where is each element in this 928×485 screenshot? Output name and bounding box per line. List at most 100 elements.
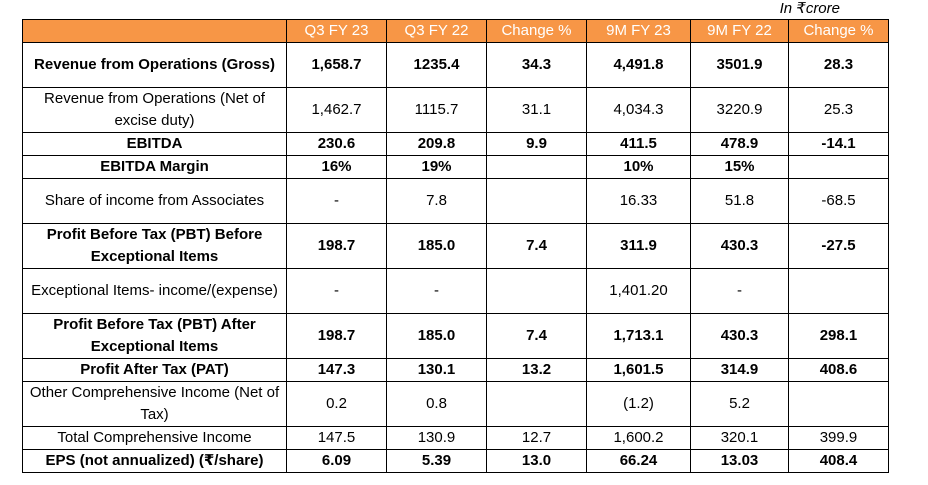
table-cell: 408.6 [788, 358, 889, 382]
row-label: Profit Before Tax (PBT) After Exceptiona… [22, 313, 287, 359]
table-cell: 3501.9 [690, 42, 789, 88]
table-cell: 185.0 [386, 223, 487, 269]
table-cell: 209.8 [386, 132, 487, 156]
table-row: Total Comprehensive Income 147.5 130.9 1… [22, 426, 889, 450]
row-label: EPS (not annualized) (₹/share) [22, 449, 287, 473]
header-row: Q3 FY 23 Q3 FY 22 Change % 9M FY 23 9M F… [22, 19, 889, 43]
row-label: EBITDA Margin [22, 155, 287, 179]
table-cell: 130.1 [386, 358, 487, 382]
header-cell-change-9m: Change % [788, 19, 889, 43]
table-cell [788, 155, 889, 179]
row-label: Revenue from Operations (Gross) [22, 42, 287, 88]
row-label: Share of income from Associates [22, 178, 287, 224]
table-cell: 16.33 [586, 178, 691, 224]
table-cell [788, 268, 889, 314]
table-cell: 311.9 [586, 223, 691, 269]
header-cell-9m-fy22: 9M FY 22 [690, 19, 789, 43]
table-cell: 147.5 [286, 426, 387, 450]
table-row: Revenue from Operations (Gross) 1,658.7 … [22, 42, 889, 88]
table-cell: 1,600.2 [586, 426, 691, 450]
table-cell: 4,491.8 [586, 42, 691, 88]
table-row: Revenue from Operations (Net of excise d… [22, 87, 889, 133]
table-row: EBITDA 230.6 209.8 9.9 411.5 478.9 -14.1 [22, 132, 889, 156]
table-cell: 13.03 [690, 449, 789, 473]
table-cell: 314.9 [690, 358, 789, 382]
table-cell: 6.09 [286, 449, 387, 473]
table-cell: 51.8 [690, 178, 789, 224]
unit-note: In ₹crore [779, 0, 840, 17]
table-cell: - [286, 178, 387, 224]
table-cell: -27.5 [788, 223, 889, 269]
header-cell-q3-fy22: Q3 FY 22 [386, 19, 487, 43]
table-cell: 1115.7 [386, 87, 487, 133]
table-row: EPS (not annualized) (₹/share) 6.09 5.39… [22, 449, 889, 473]
table-cell: (1.2) [586, 381, 691, 427]
table-row: Profit Before Tax (PBT) Before Exception… [22, 223, 889, 269]
table-cell: 19% [386, 155, 487, 179]
header-cell-blank [22, 19, 287, 43]
table-cell: 198.7 [286, 313, 387, 359]
table-cell: 1,658.7 [286, 42, 387, 88]
table-cell: 478.9 [690, 132, 789, 156]
table-cell: 12.7 [486, 426, 587, 450]
table-cell: 16% [286, 155, 387, 179]
table-cell: 15% [690, 155, 789, 179]
table-cell: 408.4 [788, 449, 889, 473]
table-cell: 298.1 [788, 313, 889, 359]
table-cell: 320.1 [690, 426, 789, 450]
table-cell: 0.8 [386, 381, 487, 427]
row-label: Exceptional Items- income/(expense) [22, 268, 287, 314]
table-cell: 7.8 [386, 178, 487, 224]
table-cell [486, 155, 587, 179]
table-cell: 1235.4 [386, 42, 487, 88]
table-cell: 147.3 [286, 358, 387, 382]
table-cell: 7.4 [486, 313, 587, 359]
table-cell [486, 178, 587, 224]
table-cell: - [690, 268, 789, 314]
row-label: Revenue from Operations (Net of excise d… [22, 87, 287, 133]
table-cell: -14.1 [788, 132, 889, 156]
table-cell: 430.3 [690, 313, 789, 359]
table-cell: 4,034.3 [586, 87, 691, 133]
table-cell: 5.39 [386, 449, 487, 473]
table-cell: - [386, 268, 487, 314]
table-cell: 230.6 [286, 132, 387, 156]
table-cell: 1,713.1 [586, 313, 691, 359]
row-label: Total Comprehensive Income [22, 426, 287, 450]
table-cell: 66.24 [586, 449, 691, 473]
table-cell: 31.1 [486, 87, 587, 133]
table-cell: 198.7 [286, 223, 387, 269]
table-cell: 7.4 [486, 223, 587, 269]
table-cell: 3220.9 [690, 87, 789, 133]
row-label: Other Comprehensive Income (Net of Tax) [22, 381, 287, 427]
table-row: Share of income from Associates - 7.8 16… [22, 178, 889, 224]
table-cell [486, 268, 587, 314]
header-cell-9m-fy23: 9M FY 23 [586, 19, 691, 43]
table-cell: 1,601.5 [586, 358, 691, 382]
table-row: EBITDA Margin 16% 19% 10% 15% [22, 155, 889, 179]
table-cell: 1,401.20 [586, 268, 691, 314]
table-cell: 10% [586, 155, 691, 179]
table-row: Other Comprehensive Income (Net of Tax) … [22, 381, 889, 427]
table-cell: - [286, 268, 387, 314]
table-cell: 25.3 [788, 87, 889, 133]
table-cell: 411.5 [586, 132, 691, 156]
table-cell: 13.0 [486, 449, 587, 473]
table-row: Profit Before Tax (PBT) After Exceptiona… [22, 313, 889, 359]
financial-results-table: Q3 FY 23 Q3 FY 22 Change % 9M FY 23 9M F… [22, 19, 889, 473]
table-cell: 5.2 [690, 381, 789, 427]
table-cell: 1,462.7 [286, 87, 387, 133]
table-cell: -68.5 [788, 178, 889, 224]
row-label: Profit After Tax (PAT) [22, 358, 287, 382]
row-label: Profit Before Tax (PBT) Before Exception… [22, 223, 287, 269]
table-row: Exceptional Items- income/(expense) - - … [22, 268, 889, 314]
table-cell [486, 381, 587, 427]
table-cell: 399.9 [788, 426, 889, 450]
table-cell: 13.2 [486, 358, 587, 382]
table-cell: 28.3 [788, 42, 889, 88]
table-cell: 130.9 [386, 426, 487, 450]
table-cell: 9.9 [486, 132, 587, 156]
table-cell: 185.0 [386, 313, 487, 359]
row-label: EBITDA [22, 132, 287, 156]
table-cell [788, 381, 889, 427]
